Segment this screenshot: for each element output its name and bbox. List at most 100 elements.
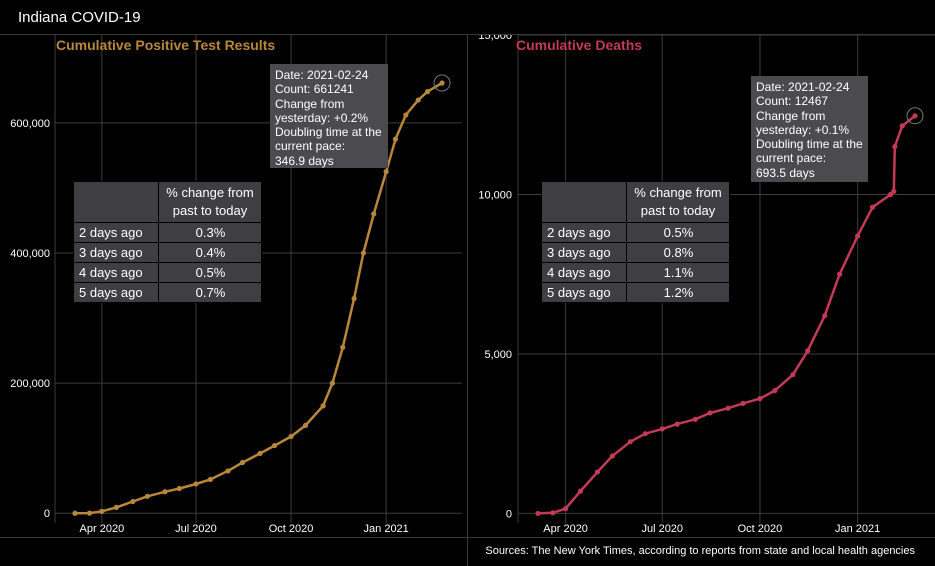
data-point xyxy=(329,380,336,386)
data-point xyxy=(642,431,648,437)
y-tick-label: 0 xyxy=(44,508,50,520)
x-tick-label: Jan 2021 xyxy=(364,523,409,535)
table-row: 5 days ago 0.7% xyxy=(73,282,262,303)
data-point xyxy=(351,295,357,302)
deaths-panel: 0 5,000 10,000 15,000 Apr 2020 Jul 2020 Oct 20… xyxy=(468,35,935,537)
data-point xyxy=(822,313,828,319)
source-note: Sources: The New York Times, according t… xyxy=(485,545,915,557)
data-point xyxy=(855,233,861,239)
data-point xyxy=(257,450,263,456)
data-point xyxy=(439,80,445,86)
tooltip-line: Count: 12467 xyxy=(756,94,829,109)
series-line xyxy=(74,81,443,515)
data-point xyxy=(144,493,150,499)
row-value: 0.7% xyxy=(158,282,262,303)
tooltip-line: Change from xyxy=(756,108,826,123)
data-point xyxy=(772,388,778,394)
tooltip-line: Count: 661241 xyxy=(275,82,354,97)
data-point xyxy=(176,485,183,492)
data-point xyxy=(271,442,278,449)
tooltip-line: Date: 2021-02-24 xyxy=(756,80,850,94)
chart-title: Cumulative Positive Test Results xyxy=(56,37,275,53)
data-point xyxy=(757,396,763,402)
positive-tests-chart[interactable]: 0 200,000 400,000 600,000 Apr 2020 Jul 2020 Oc… xyxy=(0,35,467,537)
data-point xyxy=(692,416,698,422)
data-point xyxy=(550,510,556,516)
tooltip-line: 346.9 days xyxy=(275,153,334,168)
x-tick-label: Apr 2020 xyxy=(543,523,588,535)
data-point xyxy=(707,410,713,416)
deaths-chart[interactable]: 0 5,000 10,000 15,000 Apr 2020 Jul 2020 Oct 20… xyxy=(468,35,935,537)
data-point xyxy=(659,426,665,432)
row-value: 0.5% xyxy=(626,222,730,243)
tooltip-line: current pace: xyxy=(756,151,827,166)
data-point xyxy=(403,112,409,118)
data-point xyxy=(535,510,541,517)
tooltip-line: Change from xyxy=(275,96,345,111)
tooltip-line: Doubling time at the xyxy=(756,137,863,152)
data-point xyxy=(563,506,569,512)
table-row: 5 days ago 1.2% xyxy=(541,282,730,303)
deaths-tooltip: Date: 2021-02-24 Count: 12467 Change fro… xyxy=(751,76,868,182)
row-label: 5 days ago xyxy=(73,282,159,303)
data-point xyxy=(320,403,326,409)
data-point xyxy=(360,250,367,256)
data-point xyxy=(577,488,584,494)
data-point xyxy=(392,136,399,142)
data-point xyxy=(912,113,918,119)
data-point xyxy=(892,144,898,150)
table-row: 2 days ago 0.3% xyxy=(73,222,262,243)
data-point xyxy=(627,439,633,445)
table-header: % change from past to today xyxy=(626,181,730,223)
data-point xyxy=(891,188,897,194)
data-point xyxy=(86,510,93,516)
tooltip-line: yesterday: +0.2% xyxy=(275,110,369,125)
data-point xyxy=(207,476,214,483)
table-row: 2 days ago 0.5% xyxy=(541,222,730,243)
table-corner-cell xyxy=(73,181,159,223)
data-point xyxy=(415,97,421,103)
y-tick-label: 600,000 xyxy=(10,118,50,130)
x-tick-label: Oct 2020 xyxy=(738,523,783,535)
x-tick-label: Jul 2020 xyxy=(641,523,683,535)
tooltip-line: 693.5 days xyxy=(756,165,815,180)
data-point xyxy=(239,459,246,466)
deaths-change-table: % change from past to today 2 days ago 0… xyxy=(541,181,730,303)
data-point xyxy=(193,481,199,487)
data-point xyxy=(674,421,680,427)
data-point xyxy=(113,504,119,510)
row-label: 2 days ago xyxy=(541,222,627,243)
tooltip-line: Date: 2021-02-24 xyxy=(275,68,369,82)
row-label: 4 days ago xyxy=(541,262,627,283)
row-label: 3 days ago xyxy=(541,242,627,263)
table-header-row: % change from past to today xyxy=(73,181,262,223)
data-point xyxy=(740,400,746,406)
table-row: 3 days ago 0.4% xyxy=(73,242,262,263)
tooltip-line: Doubling time at the xyxy=(275,125,382,140)
data-point xyxy=(887,191,894,198)
hover-ring xyxy=(906,107,924,125)
data-point xyxy=(725,405,731,411)
row-value: 0.4% xyxy=(158,242,262,263)
data-point xyxy=(424,89,431,95)
row-label: 4 days ago xyxy=(73,262,159,283)
data-point xyxy=(340,344,346,350)
data-point xyxy=(805,348,811,354)
x-tick-label: Apr 2020 xyxy=(80,523,125,535)
footer-divider xyxy=(0,537,935,538)
tooltip-line: yesterday: +0.1% xyxy=(756,122,850,137)
table-row: 4 days ago 0.5% xyxy=(73,262,262,283)
chart-title: Cumulative Deaths xyxy=(516,37,642,53)
positive-tests-panel: 0 200,000 400,000 600,000 Apr 2020 Jul 2020 Oc… xyxy=(0,35,467,537)
y-tick-label: 10,000 xyxy=(478,189,512,201)
data-point xyxy=(371,211,377,217)
x-tick-label: Jul 2020 xyxy=(175,523,217,535)
y-tick-label: 5,000 xyxy=(484,349,512,361)
panel-divider xyxy=(467,35,468,566)
positive-tests-tooltip: Date: 2021-02-24 Count: 661241 Change fr… xyxy=(270,64,388,168)
y-tick-label: 0 xyxy=(506,508,512,520)
app-title: Indiana COVID-19 xyxy=(18,9,141,26)
data-point xyxy=(594,469,601,475)
x-tick-label: Jan 2021 xyxy=(835,523,880,535)
table-header-row: % change from past to today xyxy=(541,181,730,223)
